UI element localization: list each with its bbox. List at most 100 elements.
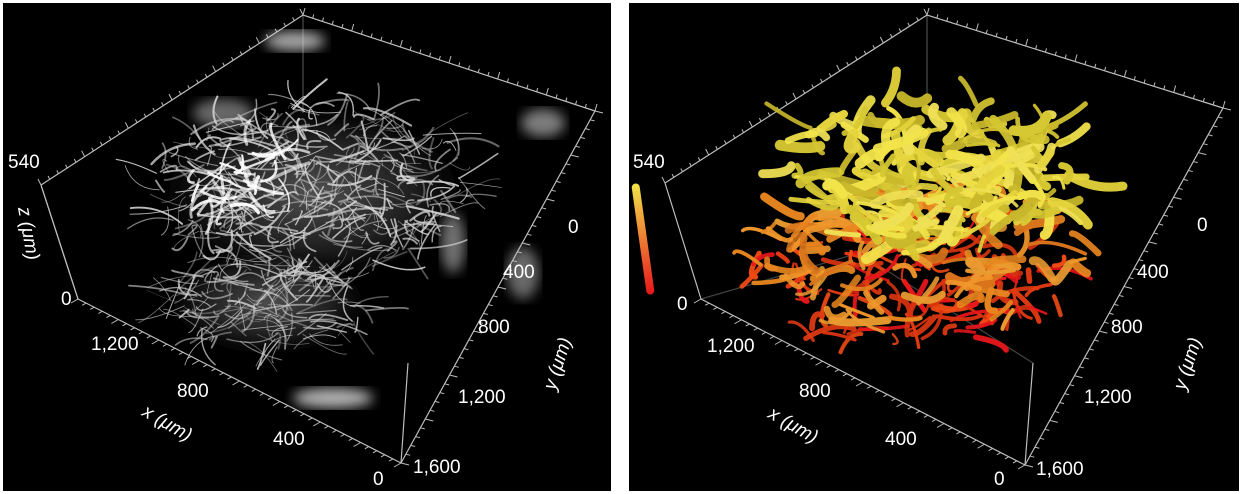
vessel-segment [302, 227, 317, 253]
vessel-surface [732, 66, 1128, 355]
vessel-segment [969, 97, 995, 124]
vessel-segment [205, 127, 210, 142]
vessel-segment [302, 334, 337, 340]
vessel-segment [390, 172, 410, 178]
vessel-segment [171, 269, 204, 278]
tick-mark [1012, 460, 1018, 464]
tick-mark [741, 129, 745, 133]
vessel-segment [226, 332, 279, 344]
vessel-segment [308, 163, 330, 184]
tick-mark [715, 145, 718, 150]
vessel-segment [260, 122, 278, 131]
vessel-segment [407, 247, 429, 280]
tick-mark [255, 37, 260, 44]
vessel-segment [908, 315, 932, 332]
vessel-segment [869, 190, 924, 209]
tick-mark [1104, 321, 1109, 324]
vessel-segment [852, 289, 860, 321]
tick-mark [203, 364, 208, 368]
vessel-segment [383, 129, 405, 132]
vessel-segment [296, 309, 337, 315]
x-tick-0: 0 [373, 469, 384, 490]
tick-mark [671, 173, 675, 178]
vessel-segment [187, 224, 198, 236]
tick-mark [251, 388, 256, 392]
depth-coded-volume-render: 540 0 1,200 800 400 0 x (μm) 0 400 800 1… [631, 7, 1232, 490]
vessel-segment [1037, 148, 1055, 169]
tick-mark [439, 392, 445, 395]
vessel-segment [291, 259, 311, 268]
tick-mark [274, 28, 278, 33]
y-tick-400: 400 [503, 262, 535, 283]
vessel-segment [198, 224, 204, 258]
vessel-segment [1027, 305, 1048, 315]
tick-mark [826, 364, 831, 369]
vessel-segment [308, 313, 349, 321]
tick-mark [590, 119, 595, 122]
tick-mark [522, 242, 531, 246]
x-tick-0: 0 [994, 469, 1005, 490]
vessel-segment [349, 304, 385, 309]
vessel-segment [452, 131, 460, 162]
tick-mark [332, 429, 337, 433]
vessel-segment [200, 270, 219, 277]
vessel-segment [192, 296, 209, 314]
tick-mark [81, 302, 87, 306]
vessel-segment [428, 137, 435, 170]
vessel-segment [327, 93, 348, 126]
vessel-segment [260, 259, 290, 279]
vessel-segment [188, 308, 204, 333]
vessel-segment [233, 156, 276, 174]
vessel-segment [327, 207, 336, 237]
vessel-segment [231, 322, 247, 337]
tick-mark [1153, 232, 1159, 235]
vessel-segment [313, 181, 331, 185]
tick-mark [1123, 286, 1133, 289]
vessel-segment [286, 113, 338, 129]
vessel-segment [362, 107, 413, 127]
tick-mark [467, 65, 471, 70]
tick-mark [56, 170, 59, 174]
vessel-segment [219, 212, 244, 230]
vessel-segment [386, 198, 394, 210]
vessel-segment [405, 157, 459, 178]
tick-mark [488, 304, 493, 307]
vessel-segment [302, 333, 347, 355]
vessel-segment [185, 156, 237, 175]
tick-mark [493, 295, 498, 298]
tick-mark [1024, 464, 1034, 468]
tick-mark [90, 306, 95, 310]
tick-mark [891, 398, 896, 402]
vessel-segment [902, 148, 945, 167]
tick-mark [926, 7, 930, 16]
vessel-segment [298, 178, 320, 191]
tick-mark [409, 46, 412, 51]
tick-mark [454, 365, 459, 368]
vessel-segment [799, 234, 821, 275]
vessel-segment [795, 167, 843, 189]
vessel-segment [442, 141, 457, 151]
tick-mark [551, 189, 556, 192]
vessel-segment [817, 109, 848, 133]
vessel-segment [402, 169, 441, 174]
vessel-segment [886, 280, 902, 312]
tick-mark [331, 20, 334, 25]
vessel-segment [465, 193, 497, 198]
vessel-segment [779, 266, 815, 281]
vessel-segment [751, 252, 775, 267]
tick-mark [977, 443, 985, 449]
vessel-segment [1058, 162, 1074, 185]
vessel-segment [457, 178, 501, 196]
tick-mark [721, 311, 726, 315]
tick-mark [340, 433, 345, 437]
vessel-segment [186, 311, 220, 319]
tick-mark [1074, 54, 1078, 62]
colorbar-max-label: 540 [633, 152, 665, 173]
tick-mark [122, 323, 127, 327]
vessel-segment [758, 161, 796, 179]
tick-mark [134, 119, 138, 123]
depth-colorbar [631, 183, 655, 295]
vessel-segment [364, 195, 379, 231]
vessel-segment [308, 109, 313, 120]
tick-mark [405, 453, 411, 456]
